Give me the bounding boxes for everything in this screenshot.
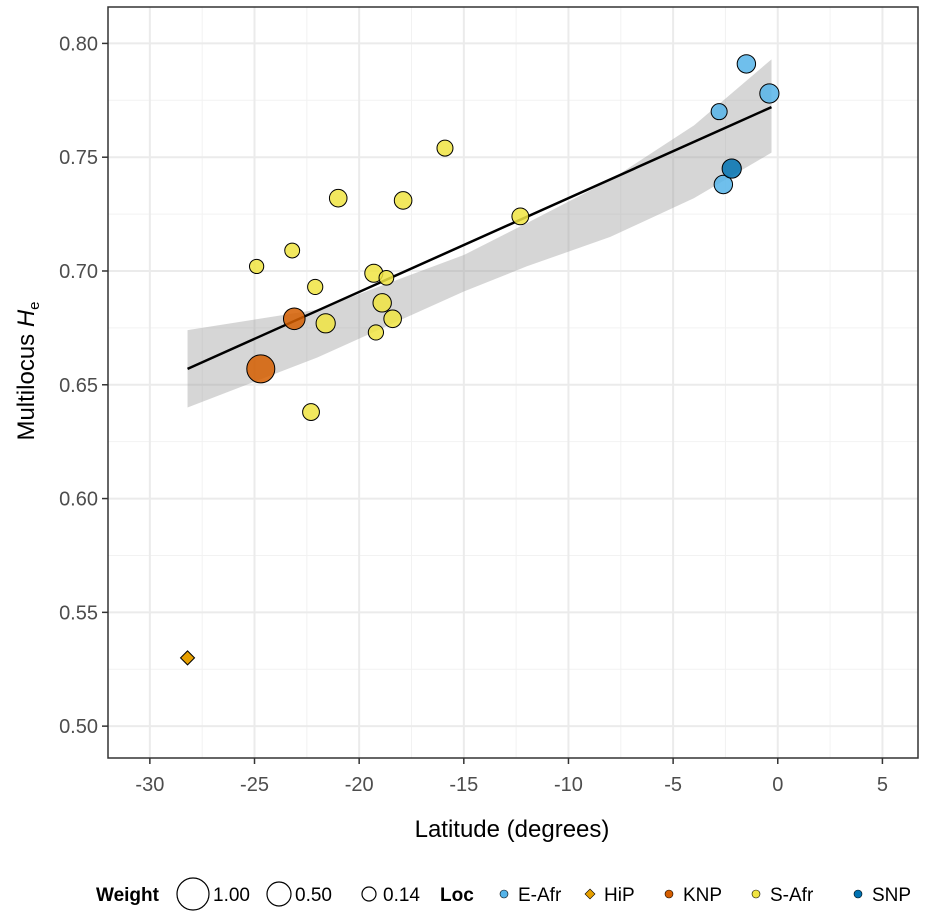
legend-loc-label: E-Afr bbox=[518, 885, 562, 906]
y-tick-label: 0.50 bbox=[59, 716, 98, 738]
data-point-snp bbox=[721, 158, 742, 179]
y-tick-label: 0.70 bbox=[59, 261, 98, 283]
legend-loc-symbol bbox=[499, 889, 509, 899]
legend-loc-symbol bbox=[664, 889, 674, 899]
data-point-s-afr bbox=[367, 324, 385, 341]
y-tick-label: 0.75 bbox=[59, 147, 98, 169]
y-tick-label: 0.65 bbox=[59, 375, 98, 397]
legend-loc-label: S-Afr bbox=[770, 885, 814, 906]
data-point-s-afr bbox=[436, 139, 454, 157]
data-point-e-afr bbox=[713, 174, 734, 195]
legend-weight-label: 1.00 bbox=[213, 885, 250, 906]
data-point-hip bbox=[179, 650, 196, 666]
data-point-s-afr bbox=[307, 278, 324, 296]
data-point-s-afr bbox=[383, 309, 402, 329]
legend-loc-items: E-Afr HiP KNP S-Afr SNP bbox=[499, 885, 911, 906]
y-tick-label: 0.80 bbox=[59, 33, 98, 55]
y-tick-label: 0.60 bbox=[59, 489, 98, 511]
x-tick-label: -30 bbox=[135, 774, 164, 796]
legend-weight-symbol bbox=[176, 877, 210, 911]
x-tick-label: -15 bbox=[449, 774, 478, 796]
legend-loc-symbol bbox=[751, 889, 761, 899]
data-point-s-afr bbox=[248, 258, 265, 275]
data-point-s-afr bbox=[393, 191, 413, 210]
legend-loc-label: KNP bbox=[683, 885, 722, 906]
data-point-s-afr bbox=[378, 269, 395, 286]
legend-weight-label: 0.14 bbox=[383, 885, 420, 906]
legend-loc-title: Loc bbox=[440, 885, 474, 906]
x-tick-label: 0 bbox=[772, 774, 783, 796]
y-axis-ticks: 0.50 0.55 0.60 0.65 0.70 0.75 0.80 bbox=[59, 33, 108, 738]
y-tick-label: 0.55 bbox=[59, 602, 98, 624]
data-point-e-afr bbox=[736, 54, 757, 74]
data-points bbox=[179, 54, 780, 666]
regression-line-layer bbox=[187, 105, 772, 370]
data-point-s-afr bbox=[315, 313, 336, 334]
x-tick-label: -10 bbox=[554, 774, 583, 796]
legend-loc-symbol bbox=[853, 889, 863, 899]
panel-border bbox=[107, 6, 919, 759]
legend-weight-items: 1.00 0.50 0.14 bbox=[176, 877, 420, 911]
legend-loc-symbol bbox=[584, 888, 596, 900]
regression-line bbox=[187, 105, 772, 370]
x-axis-ticks: -30 -25 -20 -15 -10 -5 0 5 bbox=[135, 758, 888, 796]
legend-weight-title: Weight bbox=[96, 885, 160, 906]
data-point-s-afr bbox=[511, 207, 530, 226]
legend-loc-label: HiP bbox=[604, 885, 635, 906]
x-tick-label: -5 bbox=[664, 774, 682, 796]
legend-weight-symbol bbox=[266, 881, 292, 907]
data-point-knp bbox=[282, 307, 306, 331]
grid-lines bbox=[108, 7, 918, 758]
data-point-knp bbox=[246, 354, 276, 384]
x-tick-label: 5 bbox=[877, 774, 888, 796]
data-point-e-afr bbox=[710, 103, 728, 121]
legend-weight-label: 0.50 bbox=[295, 885, 332, 906]
data-point-s-afr bbox=[302, 403, 320, 421]
legend: Weight 1.00 0.50 0.14 Loc E-Afr HiP KNP S-Afr… bbox=[96, 877, 911, 911]
y-axis-title: Multilocus He bbox=[13, 301, 43, 440]
legend-weight-symbol bbox=[361, 886, 377, 902]
x-axis-title: Latitude (degrees) bbox=[415, 816, 610, 843]
data-point-s-afr bbox=[372, 293, 392, 313]
legend-loc-label: SNP bbox=[872, 885, 911, 906]
data-point-s-afr bbox=[284, 242, 301, 259]
x-tick-label: -20 bbox=[345, 774, 374, 796]
x-tick-label: -25 bbox=[240, 774, 269, 796]
data-point-s-afr bbox=[328, 188, 348, 208]
data-point-e-afr bbox=[759, 83, 780, 104]
